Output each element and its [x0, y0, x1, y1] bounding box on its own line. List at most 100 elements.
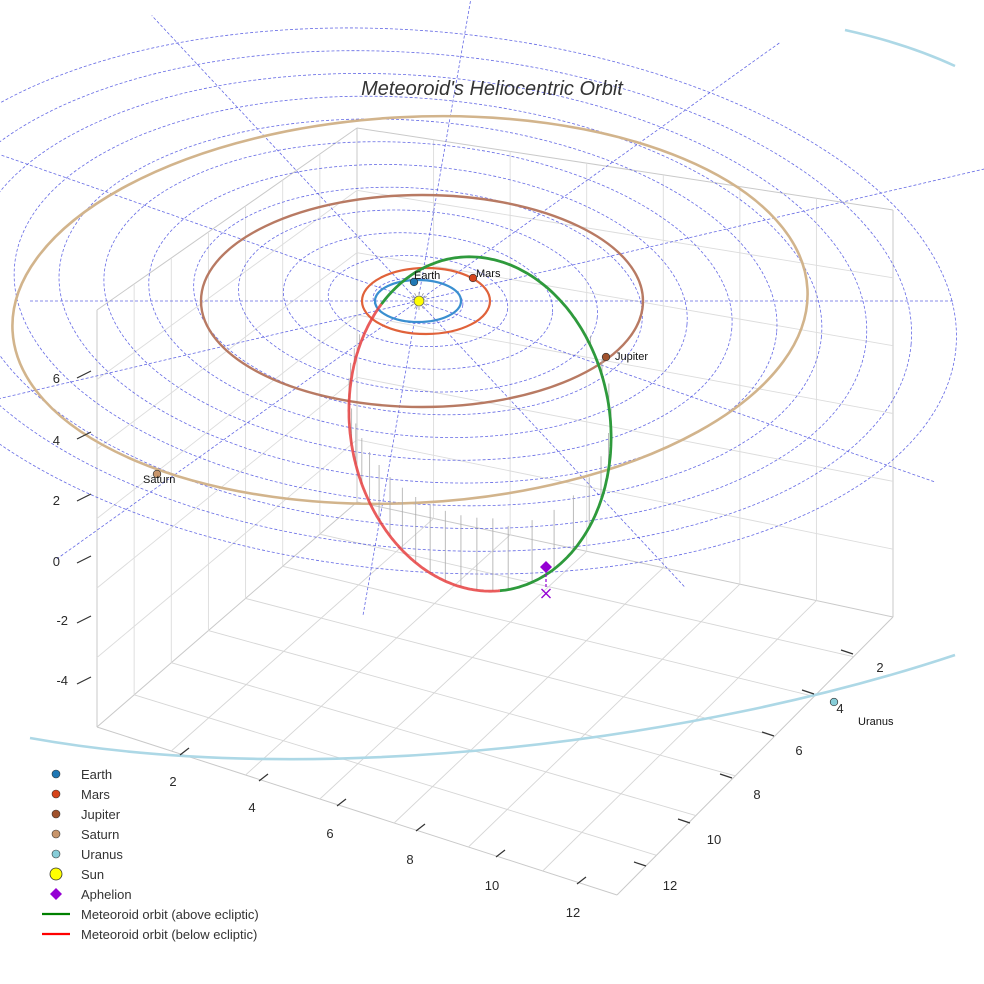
saturn-orbit — [11, 114, 809, 506]
legend-item: Mars — [51, 787, 110, 802]
ecliptic-ring — [372, 277, 464, 325]
x-tick-label: 8 — [406, 852, 413, 867]
meteoroid-orbit-above — [380, 255, 613, 593]
floor-gridline — [170, 518, 434, 752]
z-tick-label: 4 — [53, 433, 60, 448]
sun-ray — [411, 296, 415, 299]
earth-label: Earth — [414, 270, 440, 282]
z-tick-mark — [76, 676, 92, 685]
y-tick-mark — [633, 861, 647, 867]
y-tick-mark — [801, 689, 815, 695]
z-tick-mark — [76, 431, 92, 440]
y-tick-mark — [761, 731, 775, 737]
legend-label: Uranus — [81, 847, 123, 862]
meteoroid-orbit — [347, 255, 613, 593]
legend-item: Uranus — [51, 847, 123, 862]
side-wall-gridline — [96, 189, 358, 380]
y-tick-label: 4 — [836, 701, 843, 716]
box-edge — [96, 501, 358, 728]
floor-gridline — [319, 550, 588, 800]
legend-label: Aphelion — [81, 887, 132, 902]
y-tick-label: 6 — [795, 743, 802, 758]
legend-marker-earth — [51, 769, 61, 779]
ecliptic-ring — [103, 141, 733, 461]
axis-box — [96, 127, 894, 896]
floor-gridline — [542, 600, 817, 872]
x-tick-mark — [576, 876, 587, 885]
x-tick-label: 2 — [169, 774, 176, 789]
x-tick-mark — [336, 798, 347, 807]
y-tick-mark — [840, 649, 854, 655]
legend-marker-jupiter — [51, 809, 61, 819]
x-tick-label: 10 — [485, 878, 499, 893]
floor-gridline — [393, 567, 664, 824]
x-tick-mark — [258, 773, 269, 782]
earth-orbit — [373, 278, 463, 324]
x-tick-label: 4 — [248, 800, 255, 815]
ecliptic-ring — [282, 232, 554, 370]
z-tick-label: -4 — [56, 673, 68, 688]
x-tick-mark — [495, 849, 506, 858]
floor-gridline — [208, 630, 736, 777]
saturn-marker — [152, 469, 162, 479]
legend-label: Saturn — [81, 827, 119, 842]
aphelion-projection-x — [541, 588, 551, 599]
side-wall-gridline — [96, 439, 358, 658]
legend-label: Jupiter — [81, 807, 121, 822]
legend-marker-sun — [49, 867, 63, 881]
z-tick-label: 2 — [53, 493, 60, 508]
sun-ray — [423, 303, 427, 306]
legend-label: Mars — [81, 787, 110, 802]
z-tick-label: -2 — [56, 613, 68, 628]
aphelion-marker — [540, 561, 552, 573]
legend-item: Meteoroid orbit (above ecliptic) — [42, 907, 259, 922]
ecliptic-ring — [0, 73, 868, 529]
legend-label: Meteoroid orbit (above ecliptic) — [81, 907, 259, 922]
y-tick-label: 8 — [753, 787, 760, 802]
legend-item: Meteoroid orbit (below ecliptic) — [42, 927, 257, 942]
legend-label: Meteoroid orbit (below ecliptic) — [81, 927, 257, 942]
ecliptic-ring — [327, 255, 509, 347]
legend-item: Earth — [51, 767, 112, 782]
ecliptic-spoke — [362, 0, 472, 615]
box-edge — [96, 726, 618, 896]
uranus-orbit-far — [844, 28, 956, 68]
axis-ticks: -4 -2 0 2 4 6 2 4 6 8 10 12 2 4 6 8 10 12 — [53, 370, 884, 920]
y-tick-mark — [719, 773, 733, 779]
back-wall-gridline — [356, 314, 894, 414]
y-tick-label: 10 — [707, 832, 721, 847]
floor-gridline — [245, 534, 511, 776]
box-edge — [356, 127, 894, 211]
box-edge — [356, 501, 894, 618]
ecliptic-ring — [0, 27, 957, 575]
x-tick-mark — [415, 823, 426, 832]
x-tick-mark — [179, 747, 190, 756]
sun-ray — [411, 303, 415, 306]
jupiter-label: Jupiter — [615, 351, 648, 363]
meteoroid-orbit-below — [347, 303, 501, 593]
y-tick-mark — [677, 818, 691, 824]
box-edge — [96, 127, 358, 311]
ecliptic-ring — [0, 50, 912, 552]
x-tick-label: 12 — [566, 905, 580, 920]
sun-ray — [421, 305, 424, 309]
y-tick-label: 12 — [663, 878, 677, 893]
ecliptic-ring — [193, 186, 643, 416]
z-tick-mark — [76, 370, 92, 379]
back-wall-gridline — [356, 376, 894, 482]
sun-ray — [414, 293, 417, 297]
y-tick-label: 2 — [876, 660, 883, 675]
uranus-label: Uranus — [858, 716, 894, 728]
side-wall-gridline — [96, 314, 358, 519]
ecliptic-ring — [58, 118, 778, 484]
ecliptic-ring — [148, 164, 688, 438]
z-tick-mark — [76, 615, 92, 624]
x-tick-label: 6 — [326, 826, 333, 841]
floor-gridline — [245, 597, 775, 737]
sun-ray — [414, 305, 417, 309]
legend-item: Jupiter — [51, 807, 121, 822]
floor-gridline — [171, 662, 696, 817]
side-wall-gridline — [96, 376, 358, 589]
back-wall-gridline — [356, 252, 894, 347]
